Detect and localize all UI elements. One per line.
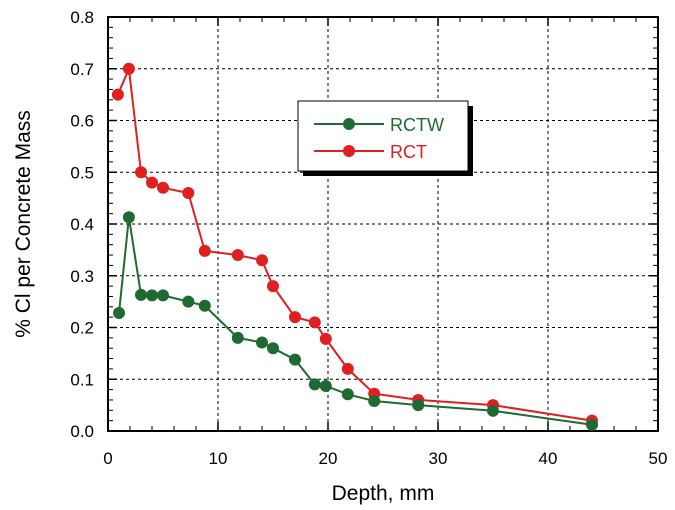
data-point-rct: [289, 311, 301, 324]
data-point-rct: [111, 88, 124, 101]
legend-entries: RCTW RCT: [314, 115, 444, 162]
data-point-rct: [198, 244, 211, 257]
data-point-rct: [146, 176, 158, 189]
y-tick-label: 0.6: [70, 112, 94, 131]
data-point-rctw: [412, 399, 425, 412]
data-point-rct: [157, 181, 169, 194]
data-point-rctw: [113, 307, 125, 320]
data-point-rctw: [289, 353, 301, 366]
y-tick-label: 0.5: [70, 163, 94, 182]
legend: RCTW RCT: [297, 100, 473, 176]
series: [111, 62, 598, 431]
data-point-rctw: [487, 404, 499, 417]
data-point-rct: [182, 186, 195, 199]
legend-entry-rctw: RCTW: [314, 115, 444, 135]
data-point-rctw: [146, 289, 158, 302]
data-point-rctw: [586, 418, 598, 431]
data-point-rctw: [122, 211, 135, 224]
x-tick-label: 10: [209, 449, 228, 468]
x-tick-label: 20: [319, 449, 338, 468]
y-tick-label: 0.1: [70, 370, 94, 389]
data-point-rctw: [319, 379, 332, 392]
data-point-rctw: [256, 336, 268, 349]
x-tick-label: 0: [103, 449, 112, 468]
legend-label-rct: RCT: [390, 142, 427, 162]
data-point-rct: [267, 280, 279, 293]
data-point-rctw: [182, 295, 195, 308]
data-point-rct: [135, 166, 147, 179]
x-tick-label: 30: [429, 449, 448, 468]
plot-frame: [107, 16, 659, 432]
legend-marker-rctw: [343, 118, 355, 130]
y-tick-label: 0.3: [70, 267, 94, 286]
data-point-rct: [231, 249, 244, 262]
x-tick-label: 50: [649, 449, 668, 468]
y-tick-label: 0.0: [70, 422, 94, 441]
grid: [108, 17, 658, 431]
data-point-rct: [122, 62, 135, 75]
y-tick-label: 0.4: [70, 215, 94, 234]
data-point-rctw: [135, 288, 147, 301]
y-tick-label: 0.7: [70, 60, 94, 79]
y-axis-title: % Cl per Concrete Mass: [12, 110, 35, 338]
data-point-rctw: [231, 331, 244, 344]
data-point-rct: [256, 254, 268, 267]
series-rctw: [113, 211, 598, 431]
data-point-rctw: [198, 299, 211, 312]
data-point-rctw: [157, 289, 169, 302]
y-tick-label: 0.2: [70, 319, 94, 338]
data-point-rctw: [267, 342, 279, 355]
data-point-rctw: [341, 388, 354, 401]
data-point-rctw: [308, 378, 321, 391]
x-axis-title: Depth, mm: [332, 482, 435, 505]
data-point-rct: [319, 332, 332, 345]
tick-labels: 0 10 20 30 40 50 0.0 0.1 0.2 0.3 0.4 0.5 0.6 0.7 0.8: [70, 8, 667, 468]
legend-entry-rct: RCT: [314, 142, 427, 162]
x-tick-label: 40: [539, 449, 558, 468]
ticks: [107, 16, 659, 432]
legend-box: [297, 100, 469, 172]
data-point-rct: [341, 362, 354, 375]
data-point-rct: [308, 316, 321, 329]
series-line-rctw: [118, 217, 593, 426]
data-point-rctw: [368, 394, 381, 407]
legend-label-rctw: RCTW: [390, 115, 444, 135]
y-tick-label: 0.8: [70, 8, 94, 27]
series-rct: [111, 62, 598, 427]
legend-marker-rct: [343, 145, 355, 157]
